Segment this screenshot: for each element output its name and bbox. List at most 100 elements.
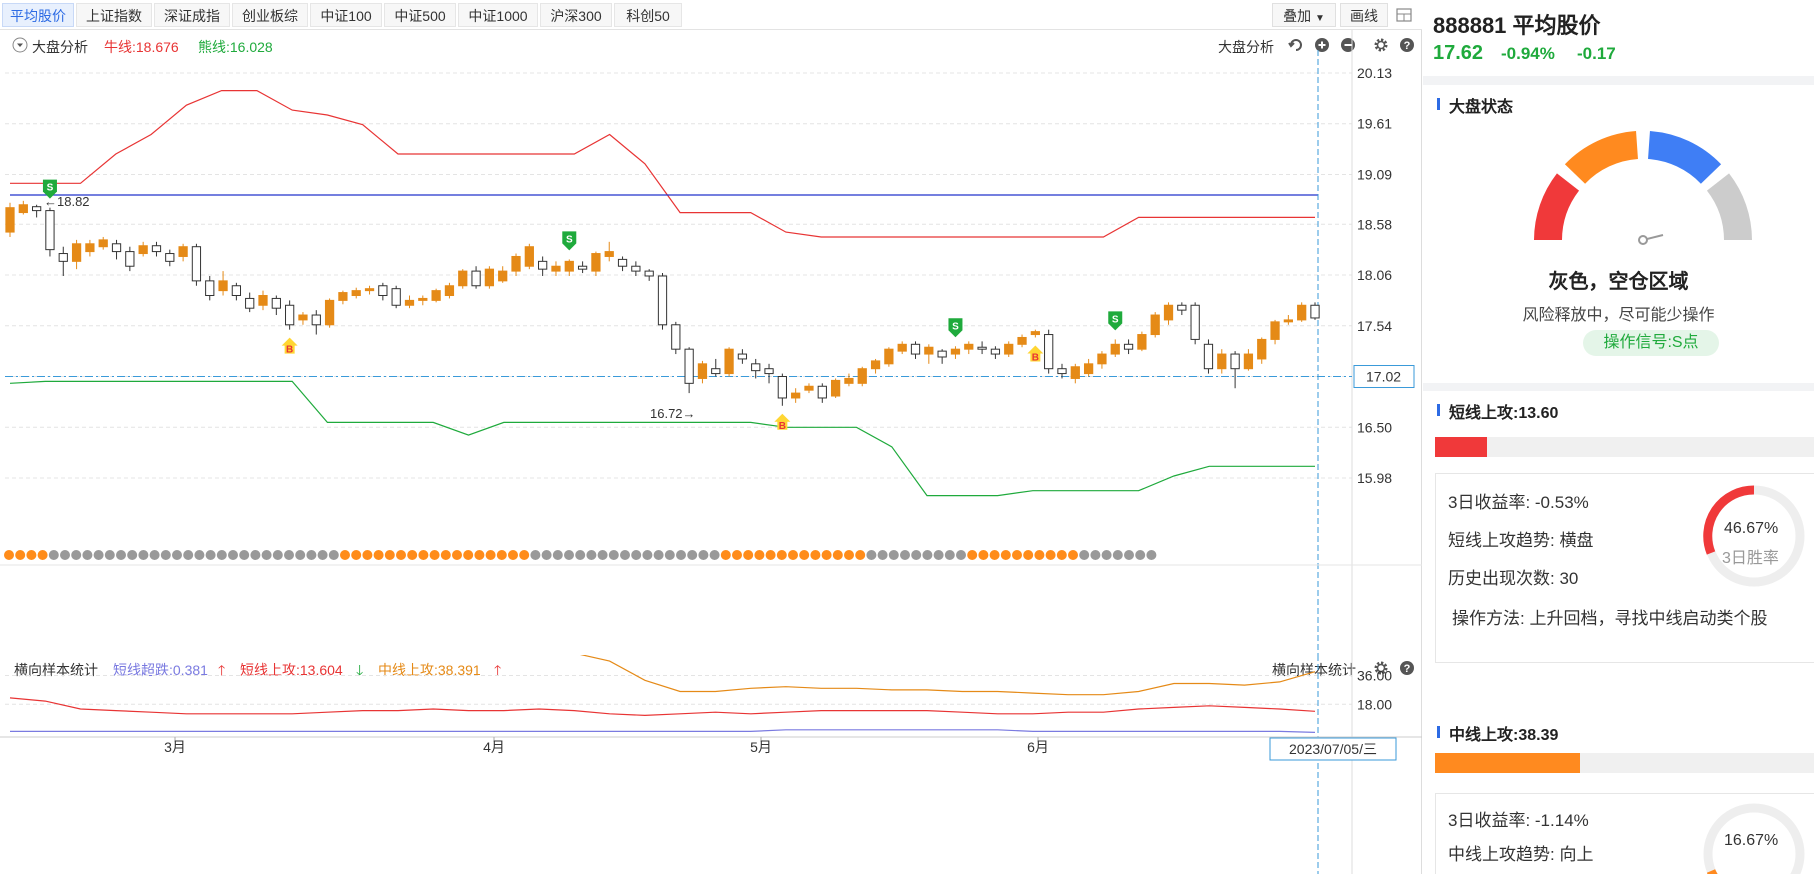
candle-body: [1083, 363, 1094, 375]
candle-body: [1017, 336, 1027, 345]
help-icon[interactable]: ?: [1399, 660, 1415, 676]
collapse-toggle-icon[interactable]: [12, 37, 28, 53]
short-history-count: 历史出现次数: 30: [1448, 569, 1579, 588]
price-axis-label: 17.54: [1357, 318, 1392, 334]
short-trend: 短线上攻趋势: 横盘: [1448, 531, 1594, 550]
refresh-icon[interactable]: [1288, 37, 1304, 53]
signal-dot: [261, 550, 272, 560]
grid-layout-icon[interactable]: [1396, 7, 1412, 23]
signal-dot: [1079, 550, 1090, 560]
current-price-tag-box: [1353, 365, 1415, 389]
candle-body: [538, 260, 548, 270]
signal-dot: [418, 550, 429, 560]
signal-dot: [664, 550, 675, 560]
candle-body: [98, 239, 108, 248]
signal-dot: [732, 550, 742, 560]
tab-csi1000[interactable]: 中证1000: [458, 3, 538, 27]
market-state-desc: 风险释放中，尽可能少操作: [1522, 307, 1715, 324]
signal-dot: [407, 550, 418, 560]
signal-dot: [956, 550, 966, 560]
tab-sz-index[interactable]: 深证成指: [154, 3, 230, 27]
signal-dot: [474, 550, 485, 560]
signal-dot: [552, 550, 563, 560]
help-icon[interactable]: ?: [1399, 37, 1415, 53]
candle-body: [591, 253, 601, 272]
buy-signal-label: B: [779, 421, 786, 432]
x-axis-label: 3月: [164, 739, 186, 755]
candlestick-chart[interactable]: 20.13 19.61 19.09 18.58 18.06 17.54 17.02 16.50…: [0, 30, 1422, 655]
settings-gear-icon[interactable]: [1373, 660, 1389, 676]
signal-dot: [340, 550, 350, 560]
candle-body: [1217, 353, 1227, 370]
chart-panel: 平均股价 上证指数 深证成指 创业板综 中证100 中证500 中证1000 沪…: [0, 0, 1422, 874]
sell-signal-icon: S: [562, 231, 577, 251]
tab-hs300[interactable]: 沪深300: [540, 3, 612, 27]
tab-csi500[interactable]: 中证500: [384, 3, 456, 27]
tab-star50[interactable]: 科创50: [614, 3, 682, 27]
sub-indicator-right-title[interactable]: 横向样本统计: [1272, 662, 1356, 678]
market-status-title: 大盘状态: [1449, 99, 1514, 116]
candle-body: [1110, 343, 1120, 355]
caret-down-icon: ▼: [1314, 13, 1325, 24]
candle-body: [990, 348, 1001, 355]
tab-csi100[interactable]: 中证100: [310, 3, 382, 27]
candle-body: [5, 207, 15, 233]
tab-chinext[interactable]: 创业板综: [232, 3, 308, 27]
signal-dot: [1101, 550, 1112, 560]
settings-gear-icon[interactable]: [1373, 37, 1389, 53]
signal-dot: [676, 550, 686, 560]
signal-dot: [496, 550, 507, 560]
signal-dot: [1146, 550, 1157, 560]
sub-indicator-title: 横向样本统计: [14, 662, 98, 678]
candle-body: [18, 204, 28, 214]
signal-dot: [1012, 550, 1022, 560]
signal-dot: [799, 550, 810, 560]
svg-text:?: ?: [1404, 40, 1411, 52]
candle-body: [138, 245, 148, 255]
buy-signal-label: B: [1032, 352, 1039, 363]
add-indicator-icon[interactable]: [1314, 37, 1330, 53]
signal-dot: [1023, 550, 1034, 560]
bear-line: [9, 380, 1315, 497]
candle-body: [1177, 304, 1187, 311]
tab-avg-price[interactable]: 平均股价: [2, 3, 74, 27]
candle-body: [577, 265, 588, 270]
quote-card: 888881 平均股价 17.62 -0.94% -0.17: [1423, 0, 1814, 76]
signal-dot: [60, 550, 70, 560]
candle-body: [777, 376, 787, 399]
candle-body: [977, 346, 987, 350]
signal-dot: [642, 550, 653, 560]
candle-body: [258, 295, 268, 306]
draw-line-button[interactable]: 画线: [1340, 3, 1388, 27]
price-axis-label: 19.09: [1357, 166, 1392, 182]
short-winrate-ring: [1703, 485, 1805, 587]
price-axis-label: 15.98: [1357, 470, 1392, 486]
candle-body: [218, 280, 228, 292]
x-axis-label: 5月: [750, 739, 772, 755]
signal-dot: [888, 550, 899, 560]
candle-body: [151, 245, 162, 253]
overlay-button[interactable]: 叠加 ▼: [1272, 3, 1336, 27]
candle-body: [391, 288, 401, 306]
price-axis-label: 20.13: [1357, 65, 1392, 81]
signal-dot: [93, 550, 104, 560]
buy-signal-icon: B: [281, 337, 298, 356]
candle-body: [671, 324, 681, 350]
candle-body: [764, 368, 774, 375]
buy-signal-arrow: [281, 337, 298, 354]
buy-signal-arrow: [774, 413, 791, 430]
candle-body: [498, 270, 508, 282]
signal-dot: [709, 550, 720, 560]
tab-sh-index[interactable]: 上证指数: [76, 3, 152, 27]
signal-dot: [597, 550, 608, 560]
candle-body: [1137, 334, 1147, 350]
candle-body: [471, 270, 481, 287]
main-indicator-right-title[interactable]: 大盘分析: [1218, 39, 1274, 55]
signal-dot: [944, 550, 955, 560]
candle-body: [45, 210, 55, 251]
signal-dot: [452, 550, 462, 560]
candle-body: [111, 243, 122, 253]
signal-dot: [720, 550, 731, 560]
signal-dot: [810, 550, 821, 560]
